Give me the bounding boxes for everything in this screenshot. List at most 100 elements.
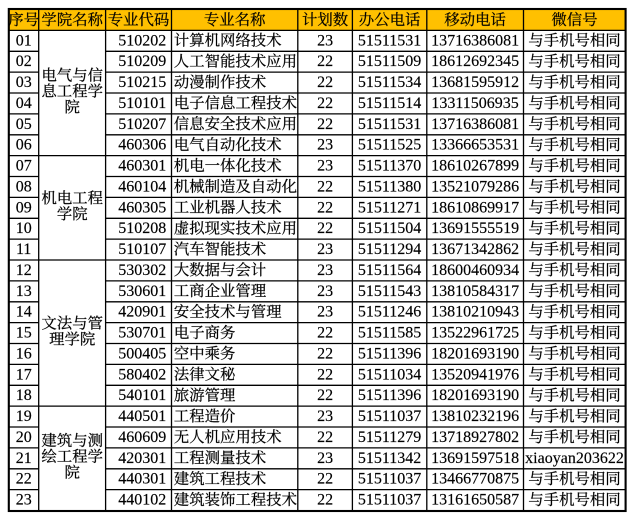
svg-text:500405: 500405 bbox=[118, 345, 166, 362]
svg-text:22: 22 bbox=[317, 116, 333, 133]
svg-text:510207: 510207 bbox=[118, 116, 166, 133]
svg-text:22: 22 bbox=[317, 325, 333, 342]
svg-text:530701: 530701 bbox=[118, 325, 166, 342]
svg-text:13311506935: 13311506935 bbox=[431, 95, 518, 112]
svg-text:13718927802: 13718927802 bbox=[431, 429, 519, 446]
svg-text:20: 20 bbox=[16, 429, 32, 446]
svg-text:13716386081: 13716386081 bbox=[431, 116, 519, 133]
svg-text:51511585: 51511585 bbox=[358, 325, 421, 342]
svg-text:460609: 460609 bbox=[118, 429, 166, 446]
svg-text:22: 22 bbox=[317, 471, 333, 488]
svg-text:51511370: 51511370 bbox=[358, 158, 421, 175]
svg-text:13671342862: 13671342862 bbox=[431, 241, 519, 258]
svg-text:23: 23 bbox=[317, 137, 333, 154]
svg-text:18201693190: 18201693190 bbox=[431, 387, 519, 404]
svg-text:13716386081: 13716386081 bbox=[431, 32, 519, 49]
svg-text:18600460934: 18600460934 bbox=[431, 262, 519, 279]
svg-text:51511037: 51511037 bbox=[358, 408, 421, 425]
svg-text:23: 23 bbox=[16, 492, 32, 509]
svg-text:460301: 460301 bbox=[118, 158, 166, 175]
svg-text:51511279: 51511279 bbox=[358, 429, 421, 446]
svg-text:51511534: 51511534 bbox=[358, 74, 421, 91]
svg-text:530601: 530601 bbox=[118, 283, 166, 300]
svg-text:13466770875: 13466770875 bbox=[431, 471, 519, 488]
svg-text:13366653531: 13366653531 bbox=[431, 137, 519, 154]
svg-text:22: 22 bbox=[317, 179, 333, 196]
svg-text:02: 02 bbox=[16, 53, 32, 70]
svg-text:23: 23 bbox=[317, 262, 333, 279]
svg-text:13691555519: 13691555519 bbox=[431, 220, 519, 237]
svg-text:23: 23 bbox=[317, 158, 333, 175]
svg-text:510202: 510202 bbox=[118, 32, 166, 49]
svg-text:23: 23 bbox=[317, 304, 333, 321]
svg-text:xiaoyan203622: xiaoyan203622 bbox=[525, 450, 624, 467]
svg-text:51511564: 51511564 bbox=[358, 262, 421, 279]
svg-text:14: 14 bbox=[16, 304, 32, 321]
svg-text:13: 13 bbox=[16, 283, 32, 300]
svg-text:13810584317: 13810584317 bbox=[431, 283, 519, 300]
svg-text:13810232196: 13810232196 bbox=[431, 408, 519, 425]
svg-text:510215: 510215 bbox=[118, 74, 166, 91]
svg-text:51511504: 51511504 bbox=[358, 220, 421, 237]
svg-text:22: 22 bbox=[317, 199, 333, 216]
svg-text:460306: 460306 bbox=[118, 137, 166, 154]
svg-text:13161650587: 13161650587 bbox=[431, 492, 519, 509]
svg-text:580402: 580402 bbox=[118, 366, 166, 383]
svg-text:09: 09 bbox=[16, 199, 32, 216]
svg-text:51511271: 51511271 bbox=[358, 199, 421, 216]
svg-text:510107: 510107 bbox=[118, 241, 166, 258]
svg-text:22: 22 bbox=[317, 95, 333, 112]
svg-text:23: 23 bbox=[317, 450, 333, 467]
svg-text:13691597518: 13691597518 bbox=[431, 450, 519, 467]
svg-text:07: 07 bbox=[16, 158, 32, 175]
svg-text:13522961725: 13522961725 bbox=[431, 325, 519, 342]
svg-text:22: 22 bbox=[317, 429, 333, 446]
svg-text:11: 11 bbox=[16, 241, 31, 258]
svg-text:13521079286: 13521079286 bbox=[431, 179, 519, 196]
svg-text:51511037: 51511037 bbox=[358, 492, 421, 509]
svg-text:18201693190: 18201693190 bbox=[431, 345, 519, 362]
svg-text:440102: 440102 bbox=[118, 492, 166, 509]
svg-text:03: 03 bbox=[16, 74, 32, 91]
svg-text:440501: 440501 bbox=[118, 408, 166, 425]
svg-text:22: 22 bbox=[317, 345, 333, 362]
svg-text:15: 15 bbox=[16, 325, 32, 342]
svg-text:23: 23 bbox=[317, 241, 333, 258]
svg-text:12: 12 bbox=[16, 262, 32, 279]
svg-text:51511246: 51511246 bbox=[358, 304, 421, 321]
svg-text:21: 21 bbox=[16, 450, 32, 467]
svg-text:22: 22 bbox=[317, 492, 333, 509]
svg-text:23: 23 bbox=[317, 283, 333, 300]
svg-text:51511037: 51511037 bbox=[358, 471, 421, 488]
svg-text:22: 22 bbox=[317, 53, 333, 70]
svg-text:19: 19 bbox=[16, 408, 32, 425]
svg-text:18610869917: 18610869917 bbox=[431, 199, 519, 216]
svg-text:13681595912: 13681595912 bbox=[431, 74, 519, 91]
svg-text:51511514: 51511514 bbox=[358, 95, 421, 112]
svg-text:51511380: 51511380 bbox=[358, 179, 421, 196]
svg-text:13810210943: 13810210943 bbox=[431, 304, 519, 321]
svg-text:22: 22 bbox=[16, 471, 32, 488]
svg-text:51511543: 51511543 bbox=[358, 283, 421, 300]
svg-text:18612692345: 18612692345 bbox=[431, 53, 519, 70]
svg-text:420901: 420901 bbox=[118, 304, 166, 321]
svg-text:51511531: 51511531 bbox=[358, 32, 421, 49]
svg-text:510208: 510208 bbox=[118, 220, 166, 237]
svg-text:51511396: 51511396 bbox=[358, 387, 421, 404]
svg-text:05: 05 bbox=[16, 116, 32, 133]
svg-text:51511294: 51511294 bbox=[358, 241, 421, 258]
svg-text:23: 23 bbox=[317, 408, 333, 425]
svg-text:23: 23 bbox=[317, 32, 333, 49]
svg-text:22: 22 bbox=[317, 220, 333, 237]
svg-text:51511531: 51511531 bbox=[358, 116, 421, 133]
svg-text:510209: 510209 bbox=[118, 53, 166, 70]
svg-text:460104: 460104 bbox=[118, 179, 166, 196]
svg-text:530302: 530302 bbox=[118, 262, 166, 279]
svg-text:51511525: 51511525 bbox=[358, 137, 421, 154]
svg-text:01: 01 bbox=[16, 32, 32, 49]
svg-text:16: 16 bbox=[16, 345, 32, 362]
svg-text:510101: 510101 bbox=[118, 95, 166, 112]
svg-text:22: 22 bbox=[317, 387, 333, 404]
svg-text:51511034: 51511034 bbox=[358, 366, 421, 383]
svg-text:420301: 420301 bbox=[118, 450, 166, 467]
